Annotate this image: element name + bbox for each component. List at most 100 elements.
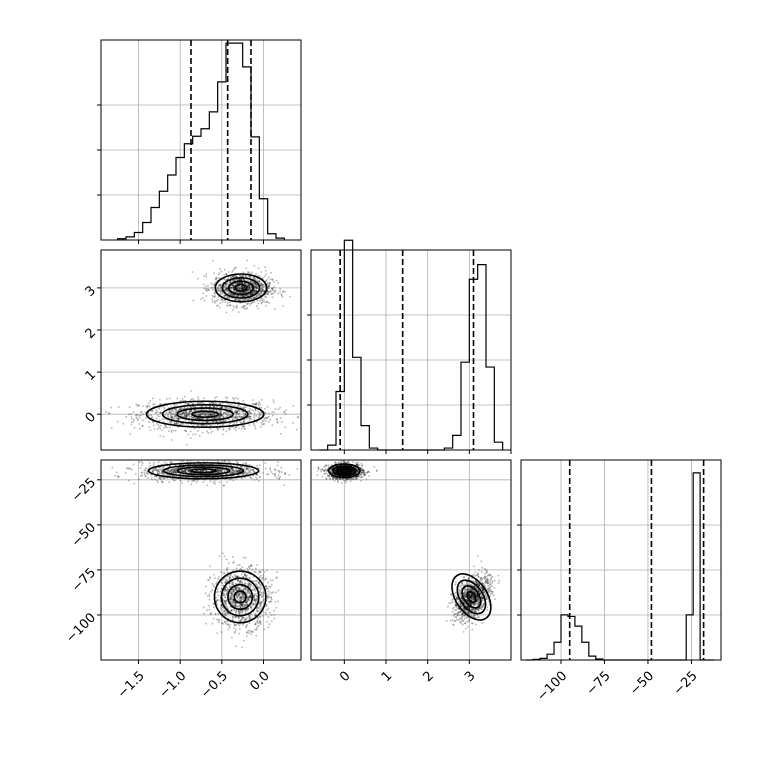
scatter-point — [226, 304, 228, 307]
scatter-point — [225, 410, 228, 412]
scatter-point — [243, 595, 245, 597]
scatter-point — [163, 418, 165, 420]
scatter-point — [276, 418, 278, 421]
scatter-point — [240, 609, 242, 612]
scatter-point — [150, 414, 153, 417]
scatter-point — [233, 398, 235, 401]
scatter-point — [232, 597, 234, 599]
scatter-point — [243, 407, 246, 410]
scatter-point — [173, 469, 176, 472]
scatter-point — [207, 579, 209, 582]
scatter-point — [217, 416, 220, 419]
scatter-point — [197, 402, 199, 405]
scatter-point — [214, 613, 217, 616]
scatter-point — [166, 414, 169, 417]
scatter-point — [357, 468, 360, 471]
scatter-point — [197, 416, 199, 419]
scatter-point — [255, 414, 258, 417]
scatter-point — [232, 283, 234, 286]
scatter-point — [239, 279, 242, 281]
scatter-point — [256, 610, 259, 613]
scatter-point — [245, 297, 247, 300]
scatter-point — [238, 279, 241, 282]
scatter-point — [171, 416, 173, 419]
scatter-point — [255, 403, 258, 405]
scatter-point — [228, 582, 231, 584]
scatter-point — [245, 600, 248, 602]
scatter-point — [220, 470, 222, 472]
scatter-point — [239, 567, 242, 570]
scatter-point — [239, 406, 242, 408]
scatter-point — [207, 412, 210, 415]
scatter-point — [214, 412, 216, 414]
scatter-point — [156, 471, 158, 474]
scatter-point — [264, 280, 267, 282]
scatter-point — [245, 291, 248, 293]
scatter-point — [242, 616, 245, 619]
scatter-point — [353, 470, 356, 472]
scatter-point — [242, 425, 245, 428]
scatter-point — [247, 298, 249, 301]
scatter-point — [232, 284, 235, 287]
scatter-point — [239, 603, 242, 606]
scatter-point — [234, 615, 237, 617]
scatter-point — [171, 469, 173, 471]
scatter-point — [248, 424, 251, 427]
scatter-point — [184, 411, 186, 413]
scatter-point — [235, 628, 237, 631]
scatter-point — [222, 613, 225, 616]
scatter-point — [188, 470, 190, 472]
scatter-point — [247, 287, 249, 290]
scatter-point — [237, 411, 239, 413]
scatter-point — [227, 297, 230, 300]
scatter-point — [349, 469, 351, 471]
scatter-point — [230, 409, 232, 412]
scatter-point — [222, 552, 224, 555]
scatter-point — [234, 291, 237, 294]
scatter-point — [159, 419, 161, 422]
scatter-point — [182, 460, 185, 462]
scatter-point — [251, 294, 253, 296]
scatter-point — [213, 272, 215, 275]
scatter-point — [163, 477, 166, 480]
scatter-point — [246, 294, 248, 296]
scatter-point — [203, 411, 205, 413]
scatter-point — [225, 605, 228, 607]
scatter-point — [244, 292, 247, 294]
scatter-point — [226, 302, 229, 304]
scatter-point — [243, 598, 246, 601]
scatter-point — [219, 469, 221, 471]
scatter-point — [187, 469, 189, 472]
scatter-point — [188, 470, 191, 472]
scatter-point — [197, 430, 199, 432]
scatter-point — [236, 585, 238, 588]
scatter-point — [226, 288, 229, 291]
scatter-point — [224, 586, 227, 589]
scatter-point — [328, 466, 330, 469]
scatter-point — [234, 605, 236, 608]
scatter-point — [260, 601, 262, 604]
scatter-point — [202, 469, 204, 471]
scatter-point — [264, 296, 266, 298]
scatter-point — [241, 422, 243, 425]
scatter-point — [261, 289, 264, 292]
scatter-point — [343, 470, 346, 472]
scatter-point — [193, 412, 196, 415]
scatter-point — [228, 403, 231, 406]
scatter-point — [224, 614, 226, 617]
scatter-point — [223, 412, 226, 414]
scatter-point — [236, 291, 239, 293]
scatter-point — [258, 406, 261, 409]
scatter-point — [240, 578, 243, 581]
scatter-point — [217, 428, 219, 431]
scatter-point — [242, 277, 244, 280]
scatter-point — [248, 583, 251, 585]
scatter-point — [244, 287, 246, 289]
scatter-point — [217, 471, 219, 473]
scatter-point — [338, 473, 340, 476]
scatter-point — [258, 400, 261, 403]
scatter-point — [250, 472, 252, 475]
scatter-point — [189, 469, 191, 471]
scatter-point — [250, 418, 252, 420]
scatter-point — [246, 303, 248, 305]
